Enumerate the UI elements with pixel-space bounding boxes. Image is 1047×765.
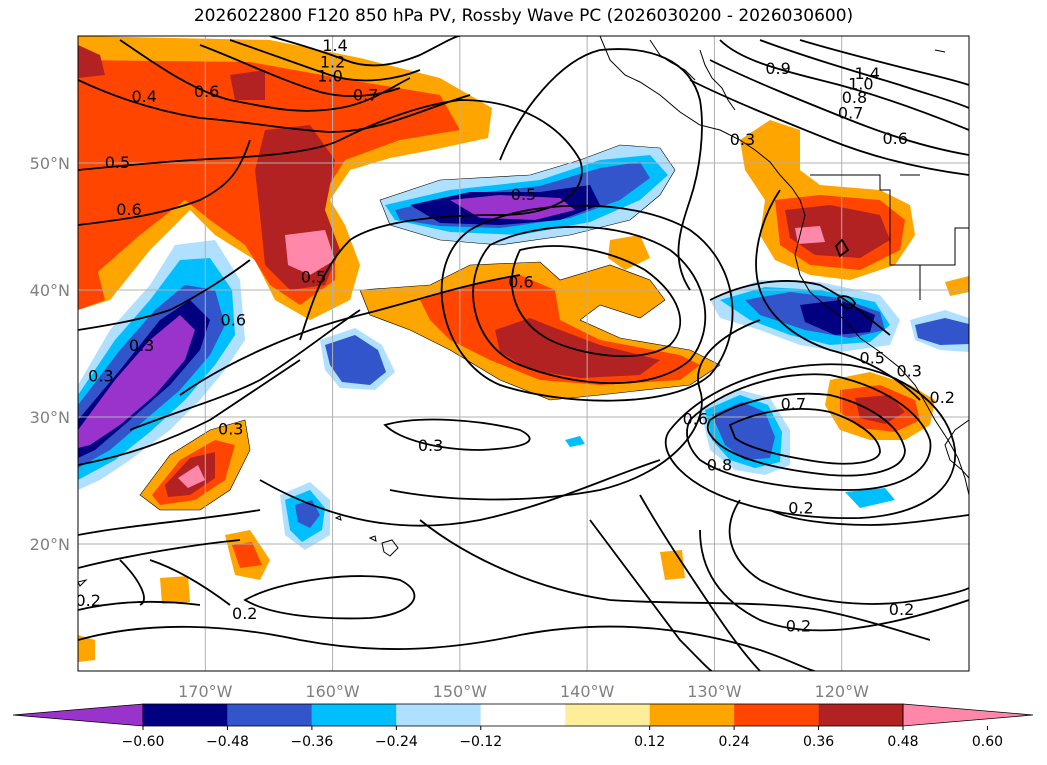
contour-label: 0.3 bbox=[896, 361, 921, 380]
contour-label: 1.4 bbox=[854, 64, 879, 83]
colorbar-segment bbox=[143, 704, 228, 726]
longitude-tick-label: 130°W bbox=[687, 682, 742, 701]
negative-anomaly-shading bbox=[78, 145, 969, 550]
colorbar-tick-label: −0.24 bbox=[375, 734, 418, 750]
colorbar-extend-low bbox=[12, 703, 144, 727]
colorbar-tick-label: −0.60 bbox=[122, 734, 165, 750]
anomaly-northwest-peak bbox=[285, 230, 335, 275]
longitude-tick-label: 170°W bbox=[178, 682, 233, 701]
longitude-tick-label: 150°W bbox=[433, 682, 488, 701]
contour-label: 1.0 bbox=[848, 74, 873, 93]
map-frame bbox=[77, 35, 970, 672]
longitude-tick-label: 160°W bbox=[305, 682, 360, 701]
latitude-ticks: 50°N 40°N 30°N 20°N bbox=[30, 154, 70, 554]
contour-labels: 1.41.21.00.70.60.40.50.60.50.60.30.30.30… bbox=[75, 36, 955, 636]
contour-label: 0.5 bbox=[301, 267, 326, 286]
longitude-ticks: 170°W 160°W 150°W 140°W 130°W 120°W bbox=[178, 682, 869, 701]
pv-contours bbox=[78, 36, 969, 671]
coastlines bbox=[599, 36, 969, 496]
colorbar-segment bbox=[396, 704, 481, 726]
contour-label: 1.4 bbox=[322, 36, 347, 55]
contour-label: 0.6 bbox=[221, 310, 246, 329]
contour-label: 0.7 bbox=[838, 103, 863, 122]
contour-label: 0.8 bbox=[842, 88, 867, 107]
contour-label: 0.2 bbox=[930, 388, 955, 407]
colorbar-segment bbox=[565, 704, 650, 726]
contour-label: 0.2 bbox=[232, 604, 257, 623]
colorbar-segment bbox=[311, 704, 397, 726]
contour-label: 0.5 bbox=[860, 349, 885, 368]
contour-label: 0.3 bbox=[730, 130, 755, 149]
contour-label: 1.2 bbox=[320, 53, 345, 72]
colorbar-frame bbox=[142, 703, 904, 727]
colorbar-segment bbox=[227, 704, 312, 726]
contour-label: 0.2 bbox=[75, 591, 100, 610]
colorbar-tick-label: 0.24 bbox=[719, 734, 750, 750]
contour-label: 0.6 bbox=[882, 129, 907, 148]
contour-label: 0.7 bbox=[781, 394, 806, 413]
contour-label: 0.5 bbox=[511, 185, 536, 204]
latitude-tick-label: 20°N bbox=[30, 535, 70, 554]
contour-label: 0.2 bbox=[788, 498, 813, 517]
contour-label: 0.9 bbox=[765, 59, 790, 78]
colorbar-tick-label: 0.12 bbox=[634, 734, 665, 750]
figure-title: 2026022800 F120 850 hPa PV, Rossby Wave … bbox=[193, 6, 854, 26]
contour-label: 0.2 bbox=[889, 600, 914, 619]
latitude-tick-label: 40°N bbox=[30, 281, 70, 300]
contour-label: 0.3 bbox=[129, 336, 154, 355]
colorbar-tick-label: 0.48 bbox=[887, 734, 918, 750]
latitude-tick-label: 50°N bbox=[30, 154, 70, 173]
contour-label: 0.3 bbox=[418, 436, 443, 455]
islands bbox=[78, 515, 399, 587]
contour-label: 0.6 bbox=[194, 82, 219, 101]
contour-label: 0.6 bbox=[683, 410, 708, 429]
contour-label: 0.7 bbox=[353, 86, 378, 105]
colorbar: −0.60 −0.48 −0.36 −0.24 −0.12 0.12 0.24 0.36 0.4… bbox=[12, 703, 1034, 750]
longitude-tick-label: 120°W bbox=[815, 682, 870, 701]
colorbar-extend-high bbox=[902, 703, 1034, 727]
contour-label: 0.3 bbox=[88, 366, 113, 385]
map-area: 1.41.21.00.70.60.40.50.60.50.60.30.30.30… bbox=[75, 36, 969, 671]
colorbar-tick-label: 0.36 bbox=[803, 734, 834, 750]
colorbar-segment bbox=[734, 704, 819, 726]
contour-label: 0.4 bbox=[131, 87, 156, 106]
colorbar-tick-label: 0.60 bbox=[972, 734, 1003, 750]
colorbar-segment bbox=[818, 704, 903, 726]
longitude-tick-label: 140°W bbox=[560, 682, 615, 701]
shading-outlines bbox=[139, 144, 721, 511]
colorbar-segment bbox=[480, 704, 566, 726]
colorbar-tick-label: −0.36 bbox=[290, 734, 333, 750]
colorbar-tick-label: −0.48 bbox=[206, 734, 249, 750]
contour-label: 0.6 bbox=[116, 200, 141, 219]
contour-label: 0.5 bbox=[105, 153, 130, 172]
positive-anomaly-shading bbox=[78, 36, 969, 662]
contour-label: 0.6 bbox=[508, 272, 533, 291]
colorbar-segment bbox=[649, 704, 735, 726]
colorbar-tick-label: −0.12 bbox=[459, 734, 502, 750]
contour-label: 0.8 bbox=[707, 455, 732, 474]
contour-label: 0.3 bbox=[218, 420, 243, 439]
latitude-tick-label: 30°N bbox=[30, 408, 70, 427]
contour-label: 1.0 bbox=[317, 67, 342, 86]
contour-label: 0.2 bbox=[786, 617, 811, 636]
